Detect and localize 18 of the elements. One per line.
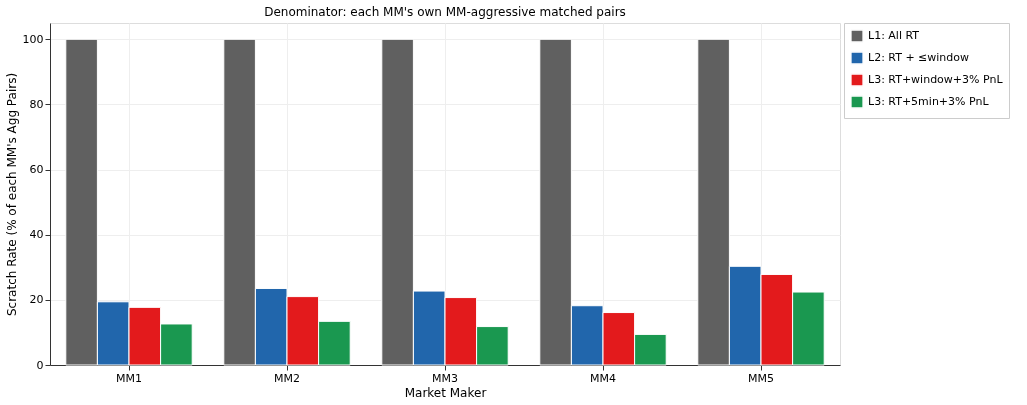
y-axis-title: Scratch Rate (% of each MM's Agg Pairs): [4, 72, 19, 317]
x-tick-label: MM4: [590, 371, 616, 385]
chart-title: Denominator: each MM's own MM-aggressive matched pairs: [264, 4, 626, 19]
legend-label: L2: RT + ≤window: [868, 51, 970, 64]
y-tick-label: 0: [36, 358, 44, 372]
y-tick-label: 40: [29, 228, 44, 242]
legend-label: L1: All RT: [868, 29, 920, 42]
x-tick-label: MM1: [116, 371, 142, 385]
x-tick-label: MM5: [748, 371, 774, 385]
x-tick-label: MM3: [432, 371, 458, 385]
y-tick-label: 60: [29, 163, 44, 177]
y-tick-label: 80: [29, 97, 44, 111]
y-tick-label: 100: [22, 32, 44, 46]
y-tick-label: 20: [29, 293, 44, 307]
legend-label: L3: RT+window+3% PnL: [868, 73, 1004, 86]
legend-label: L3: RT+5min+3% PnL: [868, 95, 990, 108]
x-tick-label: MM2: [274, 371, 300, 385]
x-axis-title: Market Maker: [404, 385, 487, 400]
